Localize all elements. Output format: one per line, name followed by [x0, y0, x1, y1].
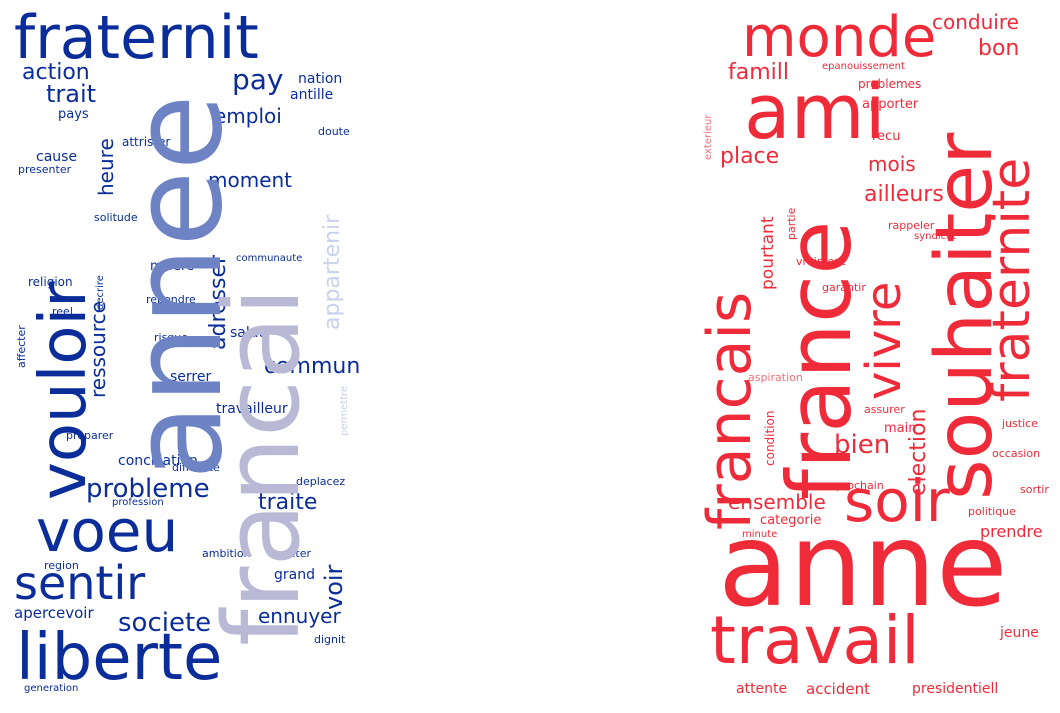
word: permettre: [339, 385, 350, 436]
word: attrister: [122, 135, 171, 149]
word: ensemble: [728, 490, 826, 514]
word: pay: [232, 63, 284, 96]
word: attente: [736, 681, 788, 697]
word: prochain: [836, 479, 884, 492]
word: dignit: [314, 633, 346, 646]
word: garantir: [822, 281, 866, 294]
word: voeu: [36, 497, 179, 565]
word: prendre: [980, 522, 1043, 541]
word: aspiration: [748, 371, 803, 384]
word: syndicat: [914, 231, 957, 242]
word: assurer: [864, 403, 905, 416]
word: francais: [695, 291, 765, 530]
word: ambition: [202, 547, 251, 560]
word: risque: [154, 331, 189, 344]
word: presidentiell: [912, 681, 999, 697]
word: sortir: [1020, 483, 1049, 496]
word: vraiment: [796, 255, 846, 268]
word: apercevoir: [14, 604, 94, 622]
word: epanouissement: [822, 61, 905, 72]
word: commun: [264, 354, 361, 379]
word: liberte: [16, 621, 223, 695]
word: moment: [208, 168, 293, 192]
word: appartenir: [320, 214, 345, 330]
word: ennuyer: [258, 604, 341, 628]
word: place: [720, 144, 780, 169]
word: communaute: [236, 253, 303, 264]
left-word-cloud: fraternit action trait pay nation antill…: [0, 0, 360, 713]
word: mois: [868, 152, 916, 176]
word: conciliation: [118, 453, 198, 469]
word: politique: [968, 505, 1016, 518]
word: pays: [58, 107, 89, 122]
word: nation: [298, 71, 343, 87]
word: ami: [744, 67, 886, 156]
word: traite: [258, 490, 318, 515]
word: grand: [274, 567, 315, 583]
word: travail: [710, 602, 920, 679]
word: profession: [112, 497, 164, 508]
word: difficulte: [172, 461, 220, 474]
word: justice: [1002, 417, 1038, 430]
word: deplacez: [296, 475, 346, 488]
word: vouloir: [27, 281, 101, 500]
word: conduire: [932, 10, 1019, 34]
word: emploi: [214, 104, 282, 128]
word: bon: [978, 36, 1020, 61]
word: misere: [150, 259, 195, 274]
word: exterieur: [703, 114, 714, 160]
word: monde: [742, 5, 937, 70]
word: solitude: [94, 211, 138, 224]
word: recu: [872, 129, 901, 144]
word: main: [884, 421, 917, 436]
word: affecter: [15, 325, 28, 368]
word: rappeler: [888, 219, 935, 232]
word: preparer: [66, 429, 114, 442]
word: fraternite: [982, 157, 1042, 402]
word: fraternit: [14, 3, 259, 73]
word: reel: [52, 305, 73, 318]
word: region: [44, 559, 79, 572]
word: probleme: [86, 474, 210, 504]
word: famill: [728, 60, 789, 85]
word: accident: [806, 680, 870, 698]
word: decriter: [268, 547, 311, 560]
word: minute: [742, 529, 778, 540]
word: presenter: [18, 163, 72, 176]
word: vivre: [856, 281, 912, 400]
word: ailleurs: [864, 182, 944, 207]
word: religion: [28, 275, 73, 289]
word: salut: [230, 325, 265, 341]
word: antille: [290, 87, 334, 103]
word: doute: [318, 125, 350, 138]
word: action: [22, 60, 90, 85]
word: france: [768, 220, 871, 500]
word: apporter: [862, 97, 919, 112]
word: soir: [844, 467, 950, 535]
right-word-cloud: monde conduire bon famill epanouissement…: [695, 0, 1060, 713]
word: travailleur: [216, 401, 288, 417]
word: problemes: [858, 77, 922, 91]
word: societe: [118, 608, 212, 638]
word: cause: [36, 149, 78, 165]
word: categorie: [760, 513, 822, 528]
word: trait: [46, 80, 97, 108]
word: francai: [201, 287, 323, 646]
word: occasion: [992, 447, 1041, 460]
word: jeune: [1000, 625, 1039, 641]
word: bien: [834, 430, 891, 460]
word: serrer: [170, 369, 212, 385]
word: generation: [24, 683, 79, 694]
word: repondre: [146, 293, 196, 306]
word: anne: [718, 498, 1008, 633]
word: sentir: [14, 556, 146, 610]
